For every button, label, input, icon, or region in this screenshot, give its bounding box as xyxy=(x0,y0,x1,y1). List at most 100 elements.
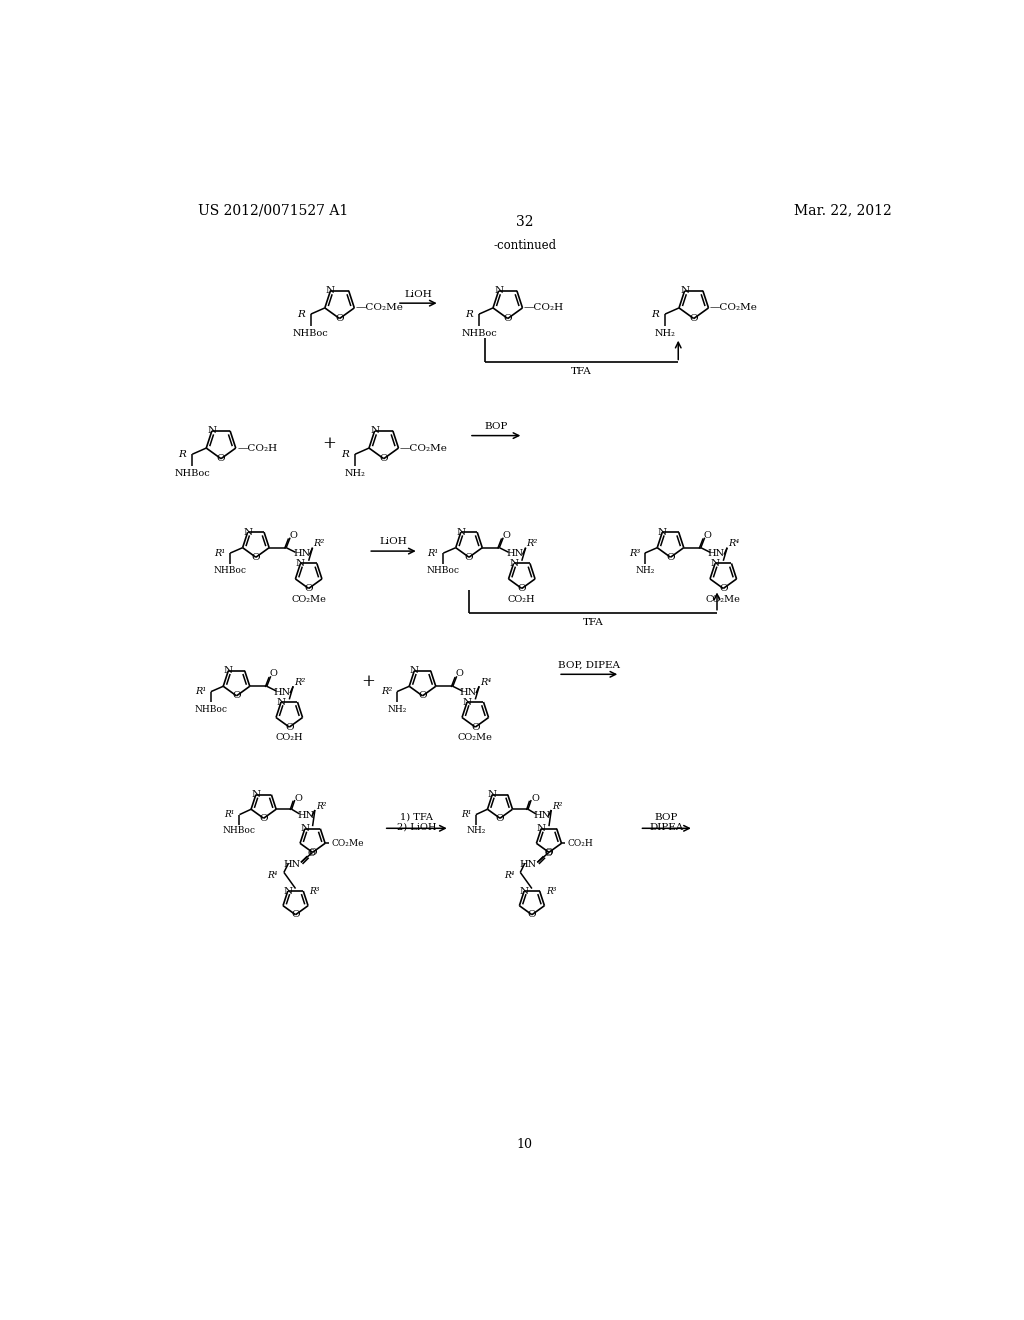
Text: R: R xyxy=(341,450,349,459)
Text: CO₂H: CO₂H xyxy=(275,734,303,742)
Text: Mar. 22, 2012: Mar. 22, 2012 xyxy=(795,203,892,218)
Text: O: O xyxy=(496,814,504,822)
Text: N: N xyxy=(276,697,286,706)
Text: R: R xyxy=(465,310,473,318)
Text: O: O xyxy=(285,722,294,731)
Text: +: + xyxy=(323,434,337,451)
Text: N: N xyxy=(463,697,472,706)
Text: BOP, DIPEA: BOP, DIPEA xyxy=(558,660,621,669)
Text: R¹: R¹ xyxy=(427,549,438,557)
Text: N: N xyxy=(509,558,518,568)
Text: R¹: R¹ xyxy=(214,549,225,557)
Text: 32: 32 xyxy=(516,215,534,228)
Text: BOP: BOP xyxy=(655,813,678,822)
Text: R²: R² xyxy=(316,801,327,810)
Text: O: O xyxy=(545,847,553,857)
Text: O: O xyxy=(504,314,512,323)
Text: O: O xyxy=(380,454,388,463)
Text: CO₂H: CO₂H xyxy=(567,838,594,847)
Text: N: N xyxy=(326,286,335,296)
Text: 1) TFA: 1) TFA xyxy=(399,813,433,822)
Text: O: O xyxy=(289,531,297,540)
Text: R⁴: R⁴ xyxy=(728,540,739,548)
Text: R³: R³ xyxy=(629,549,640,557)
Text: N: N xyxy=(296,558,305,568)
Text: NHBoc: NHBoc xyxy=(461,329,497,338)
Text: —CO₂H: —CO₂H xyxy=(524,304,564,313)
Text: HN: HN xyxy=(273,688,291,697)
Text: R³: R³ xyxy=(546,887,556,895)
Text: CO₂Me: CO₂Me xyxy=(458,734,493,742)
Text: 2) LiOH: 2) LiOH xyxy=(396,822,436,832)
Text: HN: HN xyxy=(708,549,725,558)
Text: US 2012/0071527 A1: US 2012/0071527 A1 xyxy=(198,203,348,218)
Text: N: N xyxy=(487,791,497,799)
Text: NH₂: NH₂ xyxy=(345,469,366,478)
Text: TFA: TFA xyxy=(571,367,592,376)
Text: O: O xyxy=(217,454,225,463)
Text: R¹: R¹ xyxy=(195,688,206,696)
Text: O: O xyxy=(719,583,728,593)
Text: O: O xyxy=(335,314,344,323)
Text: R¹: R¹ xyxy=(224,810,234,820)
Text: LiOH: LiOH xyxy=(404,290,432,300)
Text: O: O xyxy=(503,531,510,540)
Text: NHBoc: NHBoc xyxy=(293,329,329,338)
Text: O: O xyxy=(291,911,300,919)
Text: N: N xyxy=(207,426,216,436)
Text: O: O xyxy=(517,583,526,593)
Text: HN: HN xyxy=(283,861,300,869)
Text: N: N xyxy=(223,667,232,676)
Text: —CO₂Me: —CO₂Me xyxy=(710,304,758,313)
Text: N: N xyxy=(243,528,252,537)
Text: HN: HN xyxy=(519,861,537,869)
Text: CO₂H: CO₂H xyxy=(508,595,536,603)
Text: +: + xyxy=(361,673,375,690)
Text: NHBoc: NHBoc xyxy=(195,705,227,714)
Text: R: R xyxy=(178,450,186,459)
Text: O: O xyxy=(544,849,552,858)
Text: R²: R² xyxy=(552,801,562,810)
Text: O: O xyxy=(465,553,473,562)
Text: N: N xyxy=(537,824,546,833)
Text: -continued: -continued xyxy=(494,239,556,252)
Text: R²: R² xyxy=(313,540,325,548)
Text: —CO₂H: —CO₂H xyxy=(238,444,278,453)
Text: O: O xyxy=(308,847,316,857)
Text: HN: HN xyxy=(297,810,314,820)
Text: HN: HN xyxy=(534,810,551,820)
Text: —CO₂Me: —CO₂Me xyxy=(356,304,403,313)
Text: CO₂Me: CO₂Me xyxy=(332,838,364,847)
Text: BOP: BOP xyxy=(484,422,508,430)
Text: N: N xyxy=(300,824,309,833)
Text: O: O xyxy=(304,583,313,593)
Text: O: O xyxy=(259,814,268,822)
Text: O: O xyxy=(531,793,539,803)
Text: R: R xyxy=(651,310,658,318)
Text: R⁴: R⁴ xyxy=(267,871,278,880)
Text: O: O xyxy=(527,911,537,919)
Text: R⁴: R⁴ xyxy=(479,678,490,686)
Text: NHBoc: NHBoc xyxy=(214,566,247,576)
Text: NHBoc: NHBoc xyxy=(223,826,256,836)
Text: O: O xyxy=(308,849,315,858)
Text: DIPEA: DIPEA xyxy=(649,824,684,832)
Text: R⁴: R⁴ xyxy=(504,871,514,880)
Text: N: N xyxy=(657,528,667,537)
Text: O: O xyxy=(667,553,675,562)
Text: NH₂: NH₂ xyxy=(635,566,654,576)
Text: NHBoc: NHBoc xyxy=(174,469,210,478)
Text: R: R xyxy=(297,310,305,318)
Text: N: N xyxy=(494,286,503,296)
Text: CO₂Me: CO₂Me xyxy=(706,595,740,603)
Text: O: O xyxy=(252,553,260,562)
Text: R¹: R¹ xyxy=(461,810,471,820)
Text: N: N xyxy=(410,667,419,676)
Text: N: N xyxy=(519,887,528,895)
Text: N: N xyxy=(711,558,720,568)
Text: NH₂: NH₂ xyxy=(387,705,407,714)
Text: —CO₂Me: —CO₂Me xyxy=(400,444,447,453)
Text: O: O xyxy=(703,531,712,540)
Text: N: N xyxy=(457,528,465,537)
Text: O: O xyxy=(456,669,464,678)
